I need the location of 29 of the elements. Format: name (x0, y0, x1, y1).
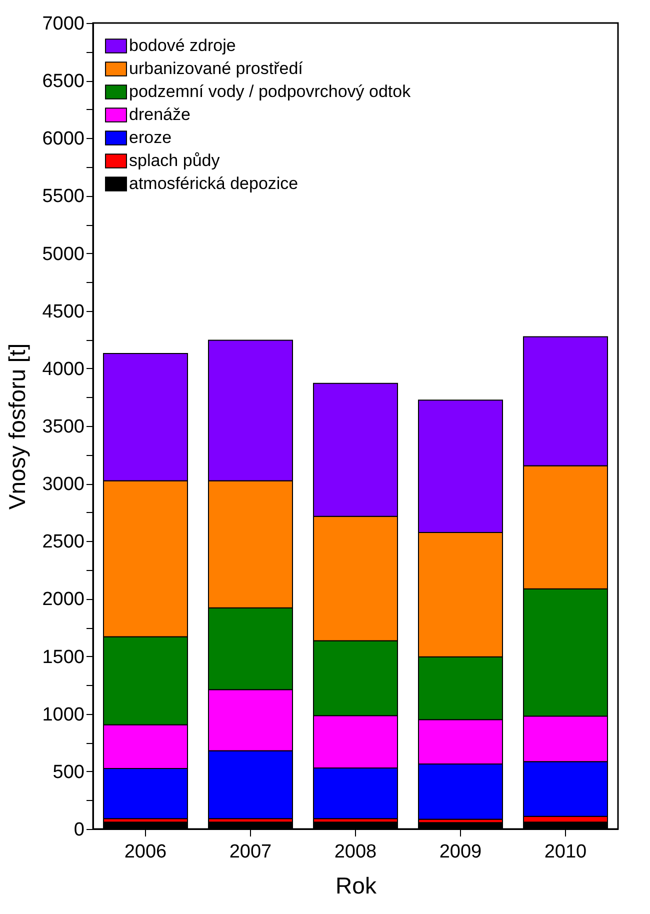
x-tick-label: 2006 (124, 842, 167, 862)
x-tick-label: 2009 (439, 842, 482, 862)
y-tick-label: 6000 (42, 128, 84, 150)
legend-label: atmosférická depozice (129, 174, 298, 193)
y-tick-label: 2000 (42, 589, 84, 610)
x-axis-title: Rok (336, 872, 377, 898)
y-tick-label: 3500 (42, 416, 84, 438)
y-tick-label: 500 (52, 762, 84, 783)
y-tick-label: 1000 (42, 704, 84, 726)
legend-label: urbanizované prostředí (129, 59, 304, 78)
legend-label: bodové zdroje (129, 36, 236, 55)
y-tick-label: 7000 (42, 14, 84, 34)
y-tick-label: 0 (74, 820, 84, 840)
y-tick-label: 3000 (42, 474, 84, 496)
y-tick-label: 2500 (42, 532, 84, 553)
x-tick-label: 2007 (229, 842, 272, 862)
y-tick-label: 4000 (42, 358, 84, 380)
y-tick-label: 6500 (42, 71, 84, 92)
y-tick-label: 4500 (42, 301, 84, 322)
x-tick-label: 2010 (544, 842, 587, 862)
y-tick-label: 5000 (42, 244, 84, 265)
y-tick-label: 1500 (42, 646, 84, 668)
y-tick-label: 5500 (42, 186, 84, 208)
legend-label: podzemní vody / podpovrchový odtok (129, 82, 412, 101)
legend-label: splach půdy (129, 151, 220, 170)
legend-label: eroze (129, 128, 172, 147)
x-tick-label: 2008 (334, 842, 377, 862)
y-axis-title: Vnosy fosforu [t] (4, 343, 30, 510)
legend-label: drenáže (129, 105, 190, 124)
